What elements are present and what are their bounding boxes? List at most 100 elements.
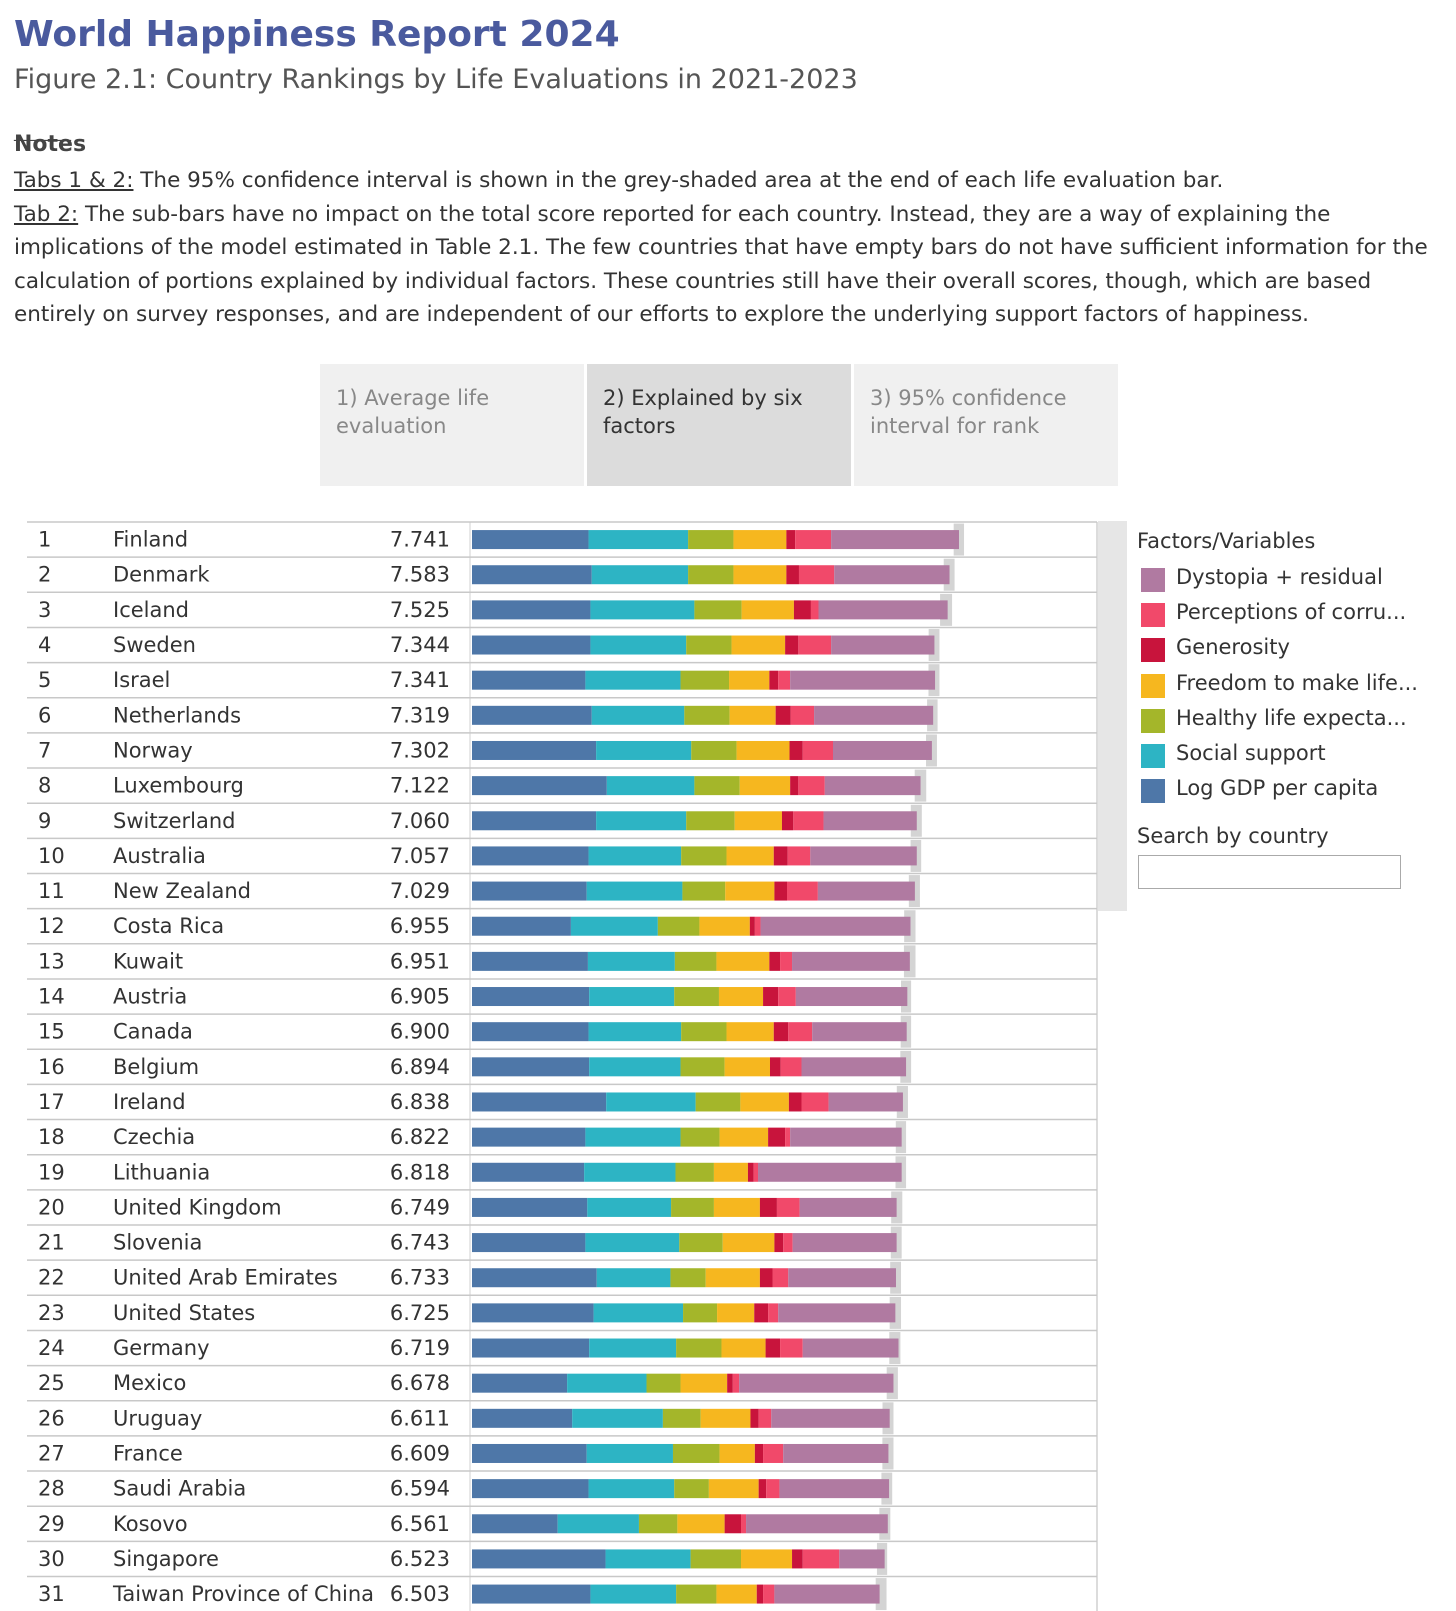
factor-segment — [472, 600, 591, 620]
rank-label: 27 — [38, 1441, 65, 1465]
factor-segment — [606, 1092, 696, 1112]
country-label: Costa Rica — [113, 914, 224, 938]
factor-segment — [680, 1373, 728, 1393]
factor-segment — [814, 705, 934, 725]
factor-segment — [694, 776, 740, 796]
rank-label: 30 — [38, 1547, 65, 1571]
factor-segment — [787, 881, 818, 901]
factor-segment — [674, 951, 717, 971]
rank-label: 13 — [38, 949, 65, 973]
factor-segment — [739, 776, 791, 796]
rank-label: 18 — [38, 1125, 65, 1149]
country-label: Mexico — [113, 1371, 186, 1395]
factor-segment — [590, 600, 695, 620]
factor-segment — [691, 740, 737, 760]
factor-segment — [590, 635, 687, 655]
score-label: 6.838 — [390, 1090, 450, 1114]
factor-segment — [694, 600, 742, 620]
factor-segment — [799, 1197, 897, 1217]
factor-segment — [588, 530, 689, 550]
factor-segment — [786, 565, 799, 585]
factor-segment — [584, 1162, 676, 1182]
score-label: 7.060 — [390, 809, 450, 833]
search-country-input[interactable] — [1138, 855, 1401, 889]
factor-segment — [472, 1022, 589, 1042]
country-label: Austria — [113, 985, 187, 1009]
score-label: 6.749 — [390, 1195, 450, 1219]
factor-segment — [472, 1584, 591, 1604]
factor-segment — [472, 1092, 607, 1112]
score-label: 7.583 — [390, 563, 450, 587]
factor-segment — [783, 1443, 889, 1463]
factor-segment — [472, 1443, 587, 1463]
country-label: Kosovo — [113, 1512, 188, 1536]
factor-segment — [719, 1443, 755, 1463]
factor-segment — [776, 1197, 800, 1217]
factor-segment — [700, 1408, 751, 1428]
legend-swatch — [1141, 638, 1165, 663]
factor-segment — [812, 1022, 907, 1042]
factor-segment — [754, 1443, 764, 1463]
factor-segment — [754, 916, 761, 936]
factor-segment — [817, 881, 915, 901]
factor-segment — [662, 1408, 701, 1428]
factor-segment — [591, 565, 689, 585]
factor-segment — [724, 1057, 770, 1077]
legend-label: Log GDP per capita — [1176, 776, 1379, 801]
legend-swatch — [1141, 708, 1165, 733]
legend-swatch — [1141, 673, 1165, 698]
rank-label: 12 — [38, 914, 65, 938]
score-label: 7.341 — [390, 668, 450, 692]
factor-segment — [831, 635, 935, 655]
factor-segment — [686, 635, 732, 655]
chart-scrollbar[interactable] — [1098, 521, 1127, 911]
factor-segment — [586, 1443, 673, 1463]
factor-segment — [769, 951, 781, 971]
legend-swatch — [1141, 603, 1165, 628]
legend-label: Generosity — [1176, 635, 1290, 660]
country-label: Switzerland — [113, 809, 236, 833]
factor-segment — [823, 811, 917, 831]
score-label: 6.894 — [390, 1055, 450, 1079]
factor-segment — [774, 881, 787, 901]
factor-segment — [717, 1303, 755, 1323]
factor-segment — [657, 916, 700, 936]
country-label: Canada — [113, 1020, 193, 1044]
country-label: Kuwait — [113, 949, 183, 973]
country-label: Czechia — [113, 1125, 195, 1149]
factor-segment — [775, 705, 791, 725]
score-label: 6.609 — [390, 1441, 450, 1465]
factor-segment — [747, 1162, 754, 1182]
country-label: Denmark — [113, 563, 210, 587]
legend-label: Freedom to make life... — [1176, 670, 1418, 695]
search-label: Search by country — [1137, 824, 1329, 848]
factor-segment — [589, 1338, 677, 1358]
factor-segment — [688, 530, 734, 550]
score-label: 6.611 — [390, 1406, 450, 1430]
legend-title: Factors/Variables — [1137, 529, 1316, 553]
country-label: Ireland — [113, 1090, 186, 1114]
tab-average-life-evaluation[interactable]: 1) Average life evaluation — [320, 364, 584, 486]
factor-segment — [606, 776, 695, 796]
factor-segment — [778, 670, 791, 690]
country-label: Australia — [113, 844, 206, 868]
factor-segment — [472, 1233, 586, 1253]
rank-label: 22 — [38, 1266, 65, 1290]
factor-segment — [731, 635, 786, 655]
score-label: 7.319 — [390, 703, 450, 727]
factor-segment — [798, 776, 825, 796]
factor-segment — [754, 1303, 769, 1323]
factor-segment — [726, 1022, 774, 1042]
factor-segment — [786, 530, 796, 550]
score-label: 6.561 — [390, 1512, 450, 1536]
legend-label: Social support — [1176, 741, 1326, 765]
tab-explained-by-six-factors[interactable]: 2) Explained by six factors — [587, 364, 851, 486]
country-label: Israel — [113, 668, 170, 692]
score-label: 6.905 — [390, 985, 450, 1009]
factor-segment — [472, 1127, 586, 1147]
score-label: 6.818 — [390, 1160, 450, 1184]
factor-segment — [759, 1197, 777, 1217]
factor-segment — [682, 881, 726, 901]
notes-body: Tabs 1 & 2: The 95% confidence interval … — [14, 164, 1434, 332]
tab-confidence-interval-rank[interactable]: 3) 95% confidence interval for rank — [854, 364, 1118, 486]
